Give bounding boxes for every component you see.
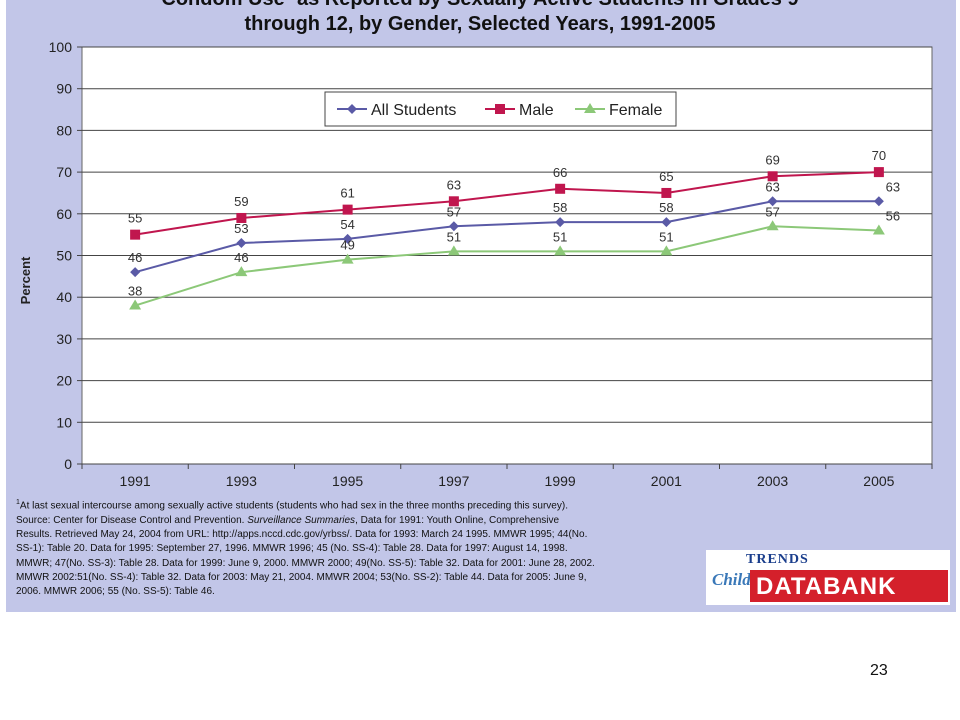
y-tick-label: 40 xyxy=(56,289,72,305)
y-tick-label: 90 xyxy=(56,81,72,97)
footnote-line: 2006. MMWR 2006; 55 (No. SS-5): Table 46… xyxy=(16,586,215,598)
y-tick-label: 70 xyxy=(56,164,72,180)
x-tick-label: 1993 xyxy=(226,473,257,489)
data-label: 57 xyxy=(765,204,779,219)
data-point-male xyxy=(873,167,884,178)
data-point-all-students xyxy=(130,267,141,278)
data-label: 63 xyxy=(886,179,900,194)
data-label: 54 xyxy=(340,217,354,232)
data-point-male xyxy=(555,183,566,194)
page-number: 23 xyxy=(870,662,888,679)
line-chart: 0 10 20 30 40 50 60 70 80 90 100 1991 1993 1995 1997 19… xyxy=(18,39,933,489)
x-tick-label: 1999 xyxy=(545,473,576,489)
legend-label: Male xyxy=(519,102,554,119)
legend-label: Female xyxy=(609,102,662,119)
y-tick-label: 60 xyxy=(56,206,72,222)
data-label: 69 xyxy=(765,152,779,167)
y-tick-label: 0 xyxy=(64,456,72,472)
data-point-female xyxy=(872,224,885,235)
footnote-line: MMWR; 47(No. SS-3): Table 28. Data for 1… xyxy=(16,557,595,569)
chart-title-line2: through 12, by Gender, Selected Years, 1… xyxy=(244,13,716,35)
data-point-male xyxy=(236,212,247,223)
chart-footnote: 1At last sexual intercourse among sexual… xyxy=(16,496,696,599)
footnote-source-line: Source: Center for Disease Control and P… xyxy=(16,514,560,526)
logo-databank-bar: DATABANK xyxy=(750,570,948,602)
y-axis-label: Percent xyxy=(18,256,33,304)
data-label: 46 xyxy=(128,250,142,265)
series-line-1 xyxy=(134,171,879,236)
data-label: 51 xyxy=(553,229,567,244)
data-point-male xyxy=(661,187,672,198)
child-trends-databank-logo: Child TRENDS DATABANK xyxy=(706,550,950,605)
data-label: 65 xyxy=(659,169,673,184)
data-point-female xyxy=(129,299,142,310)
data-label: 57 xyxy=(447,204,461,219)
data-label: 53 xyxy=(234,221,248,236)
data-label: 56 xyxy=(886,208,900,223)
data-point-female xyxy=(554,245,567,256)
data-label: 59 xyxy=(234,194,248,209)
data-point-female xyxy=(341,253,354,264)
x-tick-label: 2001 xyxy=(651,473,682,489)
y-tick-label: 30 xyxy=(56,331,72,347)
data-point-male xyxy=(342,204,353,215)
data-point-female xyxy=(447,245,460,256)
legend-marker xyxy=(347,104,357,114)
data-label: 58 xyxy=(553,200,567,215)
data-point-all-students xyxy=(767,196,778,207)
data-label: 70 xyxy=(872,148,886,163)
x-tick-label: 1995 xyxy=(332,473,363,489)
data-point-all-students xyxy=(236,237,247,248)
data-label: 51 xyxy=(447,229,461,244)
logo-child-text: Child xyxy=(712,570,751,589)
chart-title-line1: Condom Use¹ as Reported by Sexually Acti… xyxy=(0,0,960,11)
data-point-male xyxy=(448,196,459,207)
y-tick-label: 50 xyxy=(56,248,72,264)
data-point-male xyxy=(130,229,141,240)
data-label: 38 xyxy=(128,284,142,299)
data-label: 49 xyxy=(340,238,354,253)
x-tick-label: 1991 xyxy=(120,473,151,489)
data-point-female xyxy=(235,266,248,277)
data-label: 46 xyxy=(234,250,248,265)
logo-databank-text: DATABANK xyxy=(756,573,897,600)
data-label: 63 xyxy=(765,179,779,194)
x-tick-label: 1997 xyxy=(438,473,469,489)
legend-marker xyxy=(584,103,596,113)
footnote-line: MMWR 2002:51(No. SS-4): Table 32. Data f… xyxy=(16,571,587,583)
data-point-male xyxy=(767,171,778,182)
x-tick-label: 2005 xyxy=(863,473,894,489)
y-tick-label: 80 xyxy=(56,122,72,138)
y-tick-label: 100 xyxy=(49,39,73,55)
data-label: 58 xyxy=(659,200,673,215)
series-line-2 xyxy=(134,225,879,307)
data-point-all-students xyxy=(555,217,566,228)
data-point-all-students xyxy=(661,217,672,228)
footnote-line: SS-1): Table 20. Data for 1995: Septembe… xyxy=(16,543,568,555)
y-tick-label: 10 xyxy=(56,414,72,430)
legend-marker xyxy=(495,104,505,114)
data-label: 66 xyxy=(553,165,567,180)
footnote-line: Results. Retrieved May 24, 2004 from URL… xyxy=(16,528,588,540)
data-label: 55 xyxy=(128,211,142,226)
legend-label: All Students xyxy=(371,102,456,119)
footnote-line: 1At last sexual intercourse among sexual… xyxy=(16,499,568,512)
data-label: 61 xyxy=(340,186,354,201)
data-point-all-students xyxy=(448,221,459,232)
x-tick-label: 2003 xyxy=(757,473,788,489)
data-point-female xyxy=(660,245,673,256)
y-tick-label: 20 xyxy=(56,373,72,389)
data-label: 51 xyxy=(659,229,673,244)
data-label: 63 xyxy=(447,177,461,192)
data-point-all-students xyxy=(873,196,884,207)
logo-trends-text: TRENDS xyxy=(746,552,809,567)
data-point-female xyxy=(766,220,779,231)
series-line-0 xyxy=(134,200,879,274)
data-point-all-students xyxy=(342,233,353,244)
